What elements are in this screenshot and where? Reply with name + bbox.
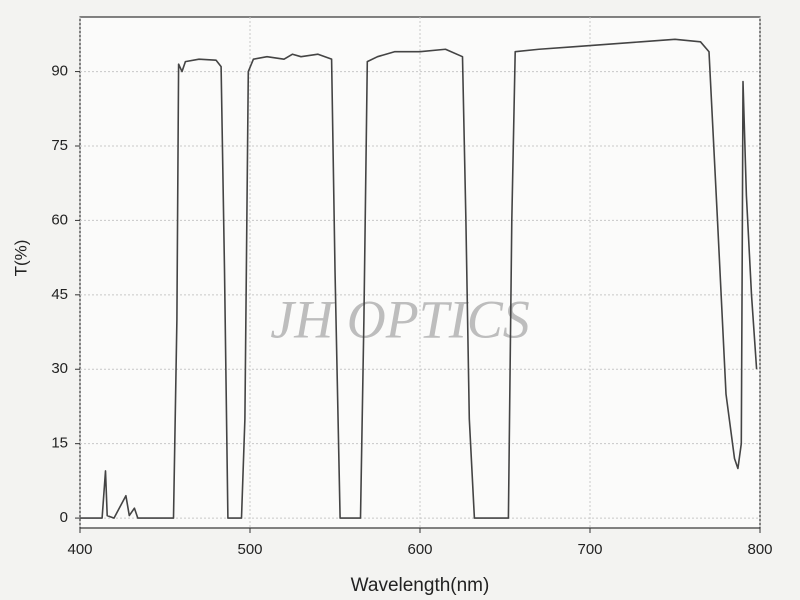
y-tick-label: 75 <box>51 137 68 154</box>
x-tick-label: 700 <box>577 541 602 558</box>
grid <box>79 17 761 528</box>
y-axis-label: T(%) <box>11 240 30 277</box>
watermark: JH OPTICS <box>270 289 529 349</box>
x-axis-label: Wavelength(nm) <box>351 575 490 596</box>
x-tick-label: 800 <box>747 541 772 558</box>
x-tick-label: 500 <box>237 541 262 558</box>
y-tick-label: 45 <box>51 286 68 303</box>
y-tick-label: 30 <box>51 360 68 377</box>
y-tick-label: 0 <box>60 509 68 526</box>
x-tick-label: 600 <box>407 541 432 558</box>
y-tick-label: 15 <box>51 435 68 452</box>
y-tick-label: 60 <box>51 211 68 228</box>
y-tick-label: 90 <box>51 63 68 80</box>
x-tick-label: 400 <box>67 541 92 558</box>
spectrum-line <box>80 38 758 519</box>
